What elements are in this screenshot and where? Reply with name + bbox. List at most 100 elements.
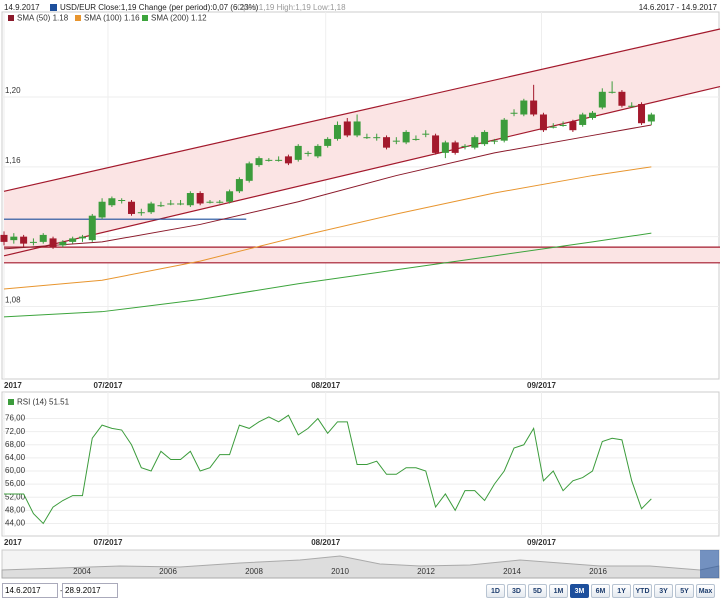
candle-body <box>373 137 381 139</box>
candle-body <box>579 114 587 125</box>
candle-body <box>618 91 626 106</box>
candle-body <box>363 137 371 139</box>
candle-body <box>186 193 194 206</box>
candle-body <box>383 137 391 148</box>
legend-swatch <box>142 15 148 21</box>
candle-body <box>353 121 361 136</box>
candle-body <box>481 131 489 145</box>
candle-body <box>284 156 292 164</box>
legend-swatch <box>75 15 81 21</box>
range: 14.6.2017 - 14.9.2017 <box>638 3 717 12</box>
candle-body <box>333 124 341 139</box>
candle-body <box>530 100 538 115</box>
candle-body <box>402 131 410 143</box>
y-tick-label: 76,00 <box>5 414 26 423</box>
range-button[interactable]: 3M <box>570 584 589 598</box>
candle-body <box>177 203 185 205</box>
candle-body <box>167 203 175 205</box>
y-tick-label: 64,00 <box>5 453 26 462</box>
date-from[interactable]: 14.6.2017 <box>2 583 58 598</box>
candle-body <box>304 152 312 154</box>
navigator-year: 2010 <box>331 567 349 576</box>
legend-label: SMA (200) 1.12 <box>151 14 207 23</box>
candle-body <box>235 179 243 192</box>
candle-body <box>432 135 440 153</box>
candle-body <box>39 234 47 242</box>
candle-body <box>108 198 116 206</box>
range-button[interactable]: YTD <box>633 584 652 598</box>
candle-body <box>647 114 655 122</box>
candle-body <box>559 124 567 126</box>
navigator-year: 2008 <box>245 567 263 576</box>
candle-body <box>500 119 508 141</box>
candle-body <box>628 105 636 107</box>
candle-body <box>216 201 224 203</box>
candle-body <box>265 159 273 161</box>
y-tick-label: 56,00 <box>5 479 26 488</box>
sma-line <box>3 124 652 250</box>
y-tick-label: 44,00 <box>5 519 26 528</box>
rsi-line <box>4 414 652 525</box>
candle-body <box>392 140 400 142</box>
y-tick-label: 1,16 <box>5 156 21 165</box>
navigator-year: 2012 <box>417 567 435 576</box>
candle-body <box>490 140 498 142</box>
trend-line <box>3 85 721 257</box>
candle-body <box>275 159 283 161</box>
candle-body <box>451 142 459 153</box>
x-tick-label: 08/2017 <box>311 538 340 547</box>
candle-body <box>0 234 8 242</box>
range-button[interactable]: 1D <box>486 584 505 598</box>
x-tick-label: 07/2017 <box>94 381 123 390</box>
candle-body <box>245 163 253 181</box>
candle-body <box>69 238 77 242</box>
candle-body <box>128 201 136 214</box>
legend-swatch <box>8 15 14 21</box>
candle-body <box>59 241 67 246</box>
range-button[interactable]: 6M <box>591 584 610 598</box>
y-tick-label: 60,00 <box>5 466 26 475</box>
range-button[interactable]: 5D <box>528 584 547 598</box>
candle-body <box>569 121 577 131</box>
candle-body <box>157 205 165 207</box>
navigator-year: 2014 <box>503 567 521 576</box>
range-button[interactable]: 1M <box>549 584 568 598</box>
y-tick-label: 72,00 <box>5 427 26 436</box>
sma-line <box>3 166 652 290</box>
x-tick-label: 09/2017 <box>527 538 556 547</box>
range-button[interactable]: Max <box>696 584 715 598</box>
date-to[interactable]: 28.9.2017 <box>62 583 118 598</box>
candle-body <box>520 100 528 115</box>
range-button[interactable]: 5Y <box>675 584 694 598</box>
candle-body <box>118 200 126 201</box>
candle-body <box>422 133 430 135</box>
candle-body <box>539 114 547 131</box>
range-button[interactable]: 3Y <box>654 584 673 598</box>
candle-body <box>88 215 96 241</box>
candle-body <box>206 201 214 203</box>
range-button[interactable]: 1Y <box>612 584 631 598</box>
candle-body <box>49 238 57 248</box>
x-tick-label: 09/2017 <box>527 381 556 390</box>
channel-fill <box>4 247 720 263</box>
y-tick-label: 68,00 <box>5 440 26 449</box>
candle-body <box>196 193 204 204</box>
candle-body <box>510 112 518 114</box>
price-frame <box>1 11 720 380</box>
chart: 1,081,121,161,20201707/201708/201709/201… <box>0 11 721 579</box>
candle-body <box>412 138 420 140</box>
candle-body <box>29 241 37 243</box>
range-button[interactable]: 3D <box>507 584 526 598</box>
rsi-frame <box>1 391 720 537</box>
candle-body <box>10 236 18 241</box>
candle-body <box>441 142 449 153</box>
ohlc: Open:1,19 High:1,19 Low:1,18 <box>237 3 346 12</box>
navigator-window[interactable] <box>700 550 719 578</box>
x-tick-label: 07/2017 <box>94 538 123 547</box>
candle-body <box>294 145 302 160</box>
candle-body <box>471 137 479 148</box>
legend-label: SMA (50) 1.18 <box>17 14 69 23</box>
x-tick-label: 2017 <box>4 538 22 547</box>
candle-body <box>98 201 106 218</box>
